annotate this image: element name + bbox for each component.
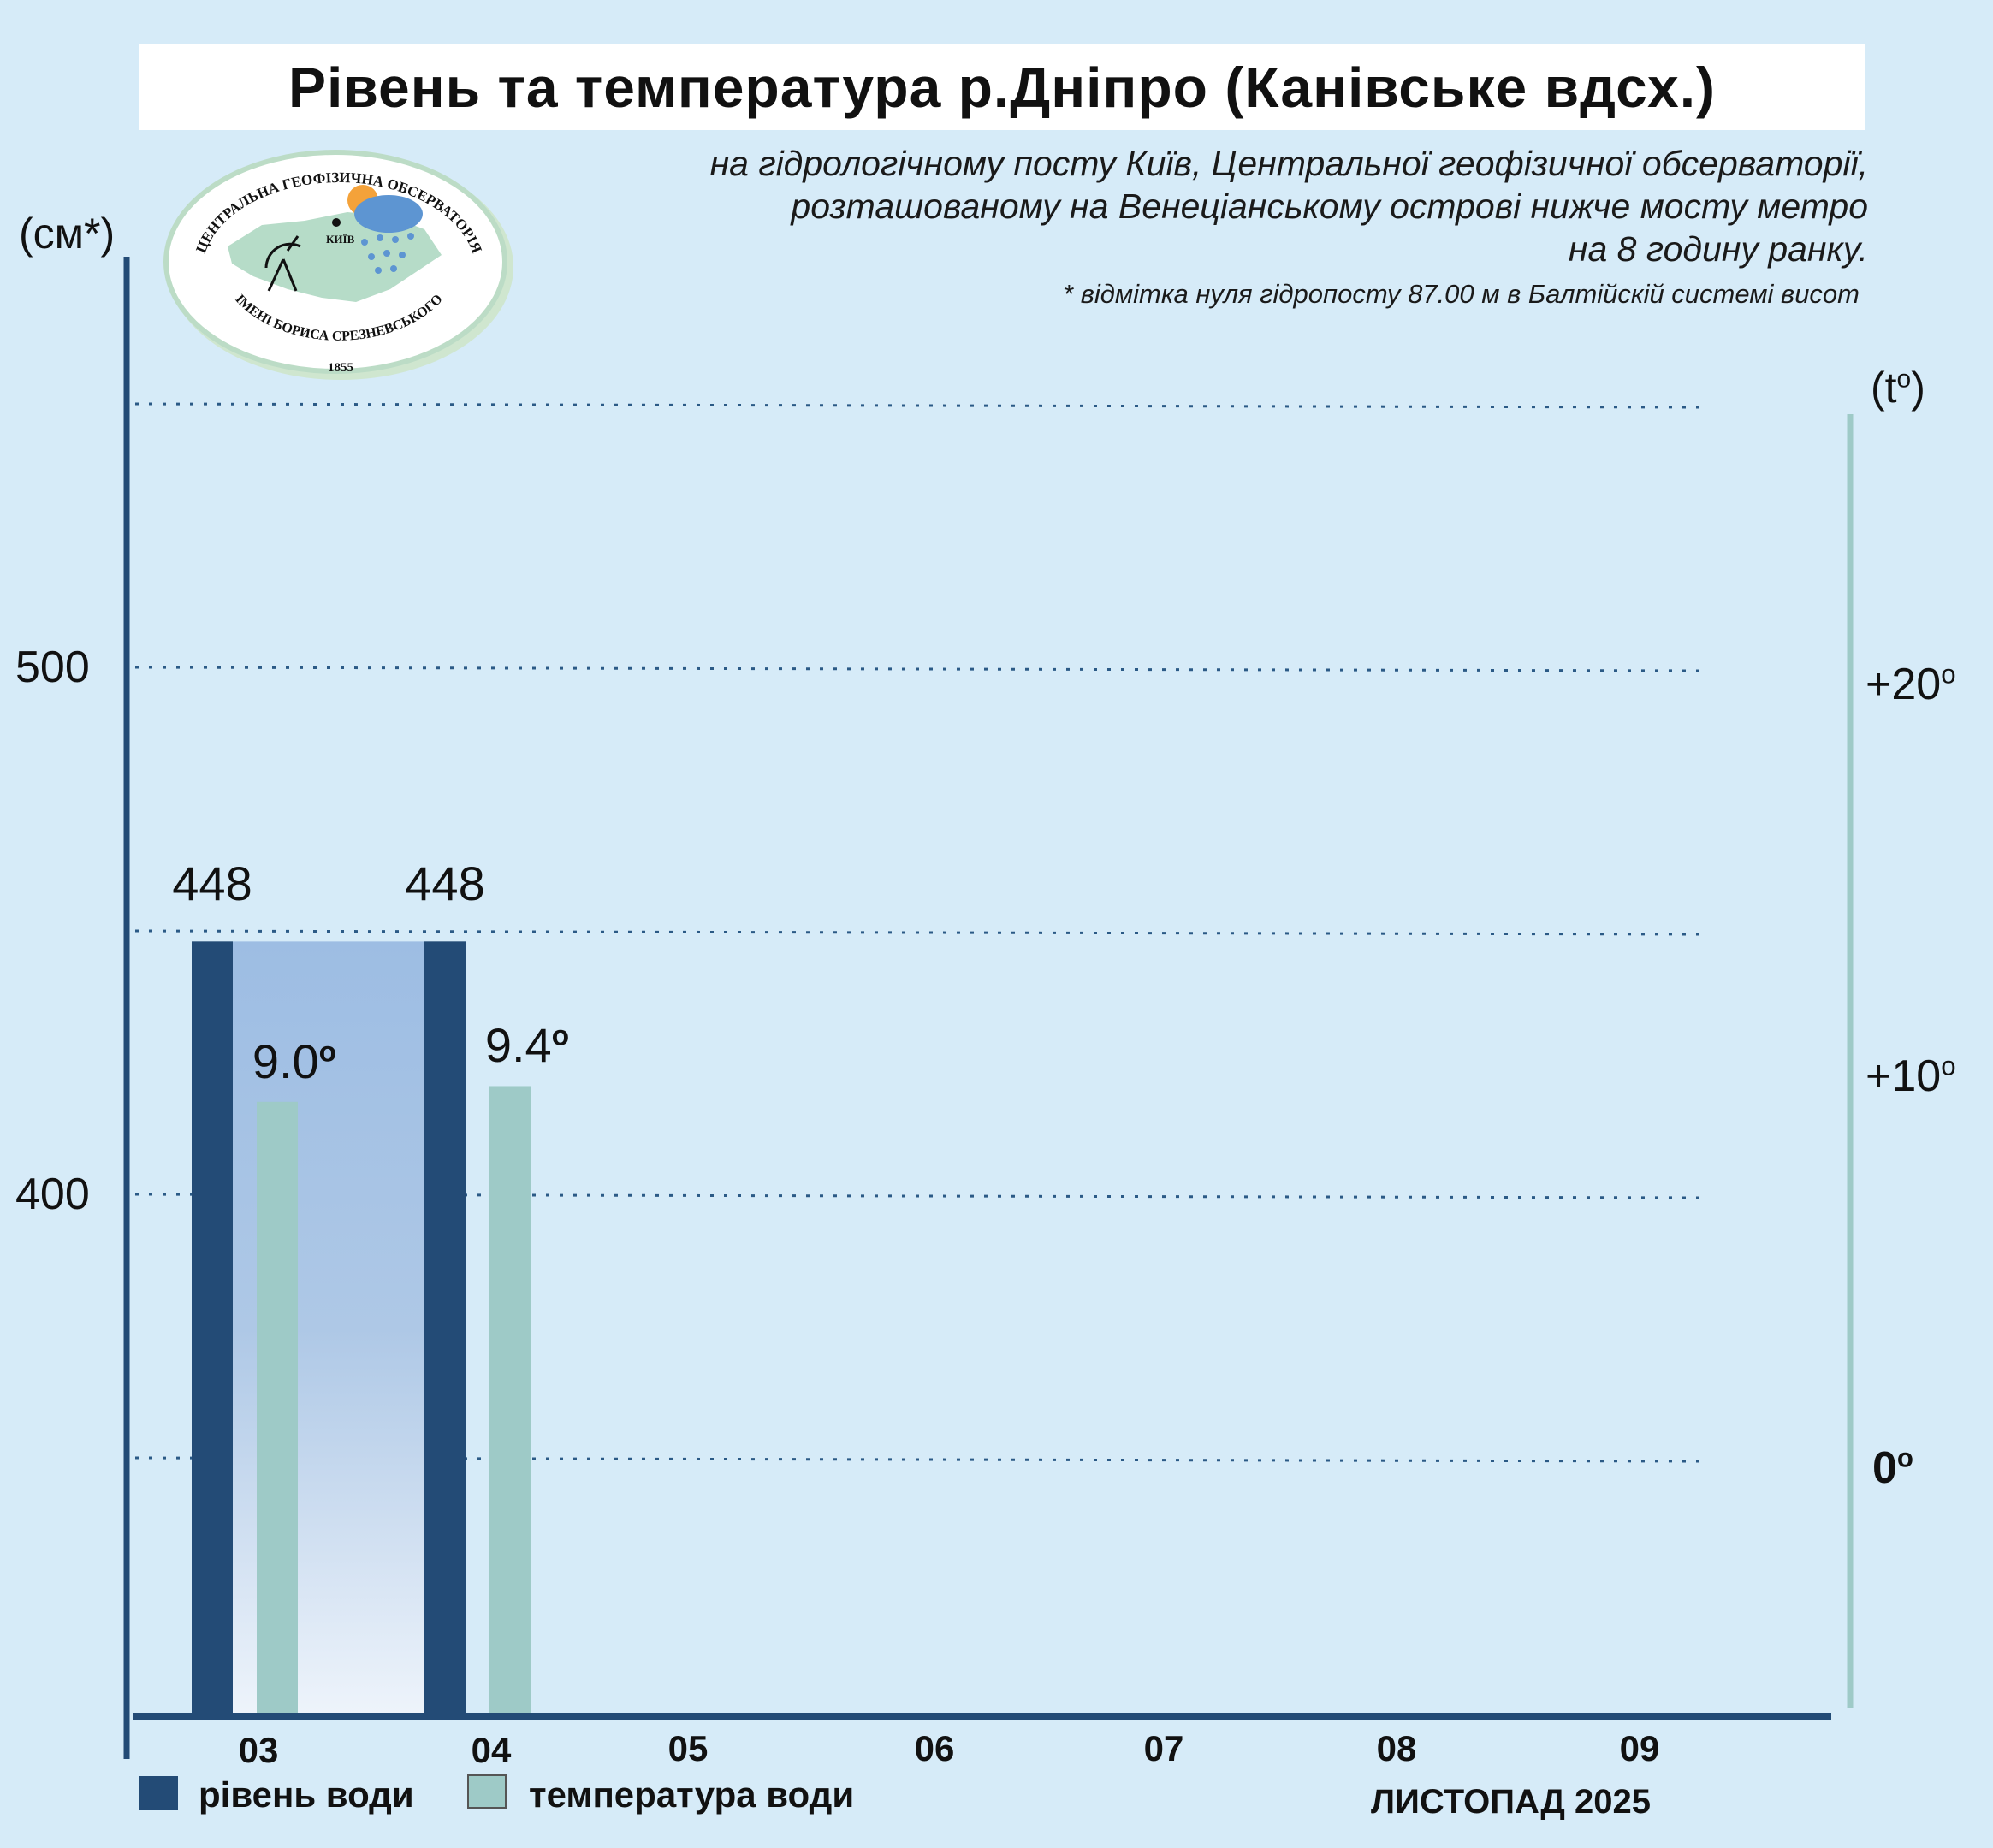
subtitle-line: розташованому на Венеціанському острові … (791, 187, 1868, 226)
ukraine-map-icon (228, 212, 442, 302)
subtitle: на гідрологічному посту Київ, Центрально… (413, 142, 1868, 270)
bars (192, 941, 531, 1716)
gridline (134, 402, 1704, 409)
legend-label-level: рівень води (199, 1774, 414, 1815)
period-label: ЛИСТОПАД 2025 (1371, 1783, 1651, 1821)
left-axis-tick-label: 500 (15, 643, 90, 692)
level-value-label: 448 (405, 856, 485, 911)
right-axis-tick-label: +10o (1865, 1051, 1956, 1101)
footnote: * відмітка нуля гідропосту 87.00 м в Бал… (1063, 279, 1860, 309)
left-axis-tick-label: 400 (15, 1170, 90, 1219)
gridline (134, 666, 1704, 672)
legend-label-temp: температура води (529, 1774, 855, 1815)
logo-year: 1855 (328, 361, 353, 375)
temperature-bar (489, 1086, 531, 1716)
legend-swatch-level (139, 1776, 178, 1810)
right-axis-tick-label: +20o (1865, 659, 1956, 709)
observatory-logo: ЦЕНТРАЛЬНА ГЕОФІЗИЧНА ОБСЕРВАТОРІЯ ІМЕНІ… (163, 150, 513, 380)
subtitle-line: на 8 годину ранку. (1568, 229, 1868, 269)
rain-icon (361, 233, 414, 274)
x-axis-tick-label: 05 (667, 1728, 709, 1768)
x-axis-tick-label: 07 (1143, 1728, 1184, 1768)
temperature-value-label: 9.0o (252, 1034, 337, 1088)
kyiv-dot (332, 218, 341, 227)
temperature-bar (257, 1101, 298, 1716)
x-axis-tick-label: 03 (238, 1730, 279, 1770)
right-axis-unit: (to) (1871, 364, 1925, 412)
x-axis-tick-label: 04 (471, 1730, 512, 1770)
satellite-dish-icon (264, 235, 301, 292)
level-value-label: 448 (172, 856, 252, 911)
x-axis-tick-label: 08 (1376, 1728, 1417, 1768)
logo-city: КИЇВ (326, 233, 355, 246)
cloud-icon (354, 195, 423, 233)
temperature-value-label: 9.4o (484, 1018, 570, 1073)
subtitle-line: на гідрологічному посту Київ, Центрально… (709, 144, 1868, 183)
x-axis-tick-label: 09 (1619, 1728, 1660, 1768)
legend-swatch-temp (467, 1774, 507, 1809)
level-bar (192, 941, 233, 1716)
right-axis-tick-label: 0o (1872, 1442, 1913, 1493)
left-axis-unit: (см*) (19, 210, 116, 258)
level-bar (424, 941, 466, 1716)
axes (123, 257, 1854, 1759)
gridline (134, 929, 1704, 936)
x-axis-tick-label: 06 (914, 1728, 955, 1768)
chart-title: Рівень та температура р.Дніпро (Канівськ… (288, 56, 1717, 119)
title-box: Рівень та температура р.Дніпро (Канівськ… (139, 44, 1865, 130)
